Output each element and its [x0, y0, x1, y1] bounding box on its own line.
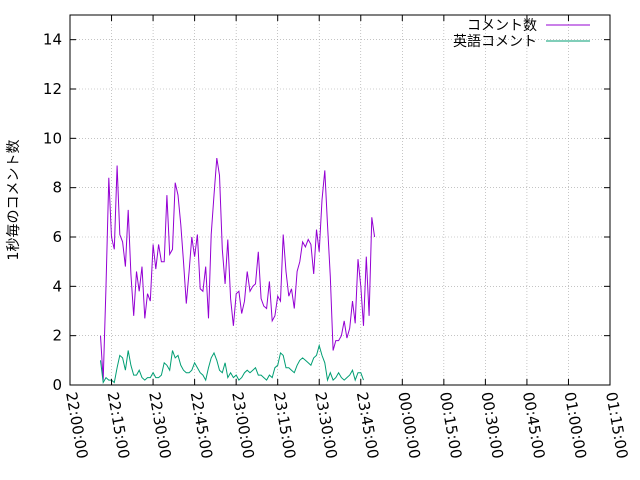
- legend-label-2: 英語コメント: [453, 33, 537, 50]
- y-tick-label: 4: [52, 277, 62, 295]
- x-axis: 22:00:00 22:15:00 22:30:00 22:45:00 23:00:00…: [62, 15, 631, 460]
- x-tick-label: 22:15:00: [104, 391, 133, 460]
- x-tick-label: 01:15:00: [602, 391, 631, 460]
- y-tick-label: 6: [52, 228, 62, 246]
- x-tick-label: 00:15:00: [436, 391, 465, 460]
- y-tick-label: 12: [43, 80, 62, 98]
- legend-label-1: コメント数: [467, 18, 537, 34]
- x-tick-label: 00:00:00: [394, 391, 423, 460]
- plot-frame: [69, 14, 611, 386]
- series-line-2: [100, 343, 364, 385]
- x-tick-label: 23:30:00: [311, 391, 340, 460]
- x-tick-label: 23:45:00: [353, 391, 382, 460]
- x-tick-label: 22:45:00: [187, 391, 216, 460]
- x-tick-label: 01:00:00: [561, 391, 590, 460]
- y-tick-label: 14: [43, 31, 62, 49]
- x-tick-label: 00:45:00: [519, 391, 548, 460]
- series-lines: [100, 158, 376, 385]
- y-axis: 0 2 4 6 8 10 12 14: [43, 31, 610, 394]
- y-tick-label: 0: [52, 376, 62, 394]
- series-line-1: [100, 158, 376, 381]
- x-tick-label: 22:00:00: [62, 391, 91, 460]
- y-tick-label: 8: [52, 179, 62, 197]
- x-tick-label: 00:30:00: [477, 391, 506, 460]
- grid: [70, 15, 610, 385]
- x-tick-label: 22:30:00: [145, 391, 174, 460]
- x-tick-label: 23:00:00: [228, 391, 257, 460]
- y-tick-label: 10: [43, 129, 62, 147]
- y-axis-label: 1秒毎のコメント数: [6, 140, 22, 261]
- y-tick-label: 2: [52, 327, 62, 345]
- x-tick-label: 23:15:00: [270, 391, 299, 460]
